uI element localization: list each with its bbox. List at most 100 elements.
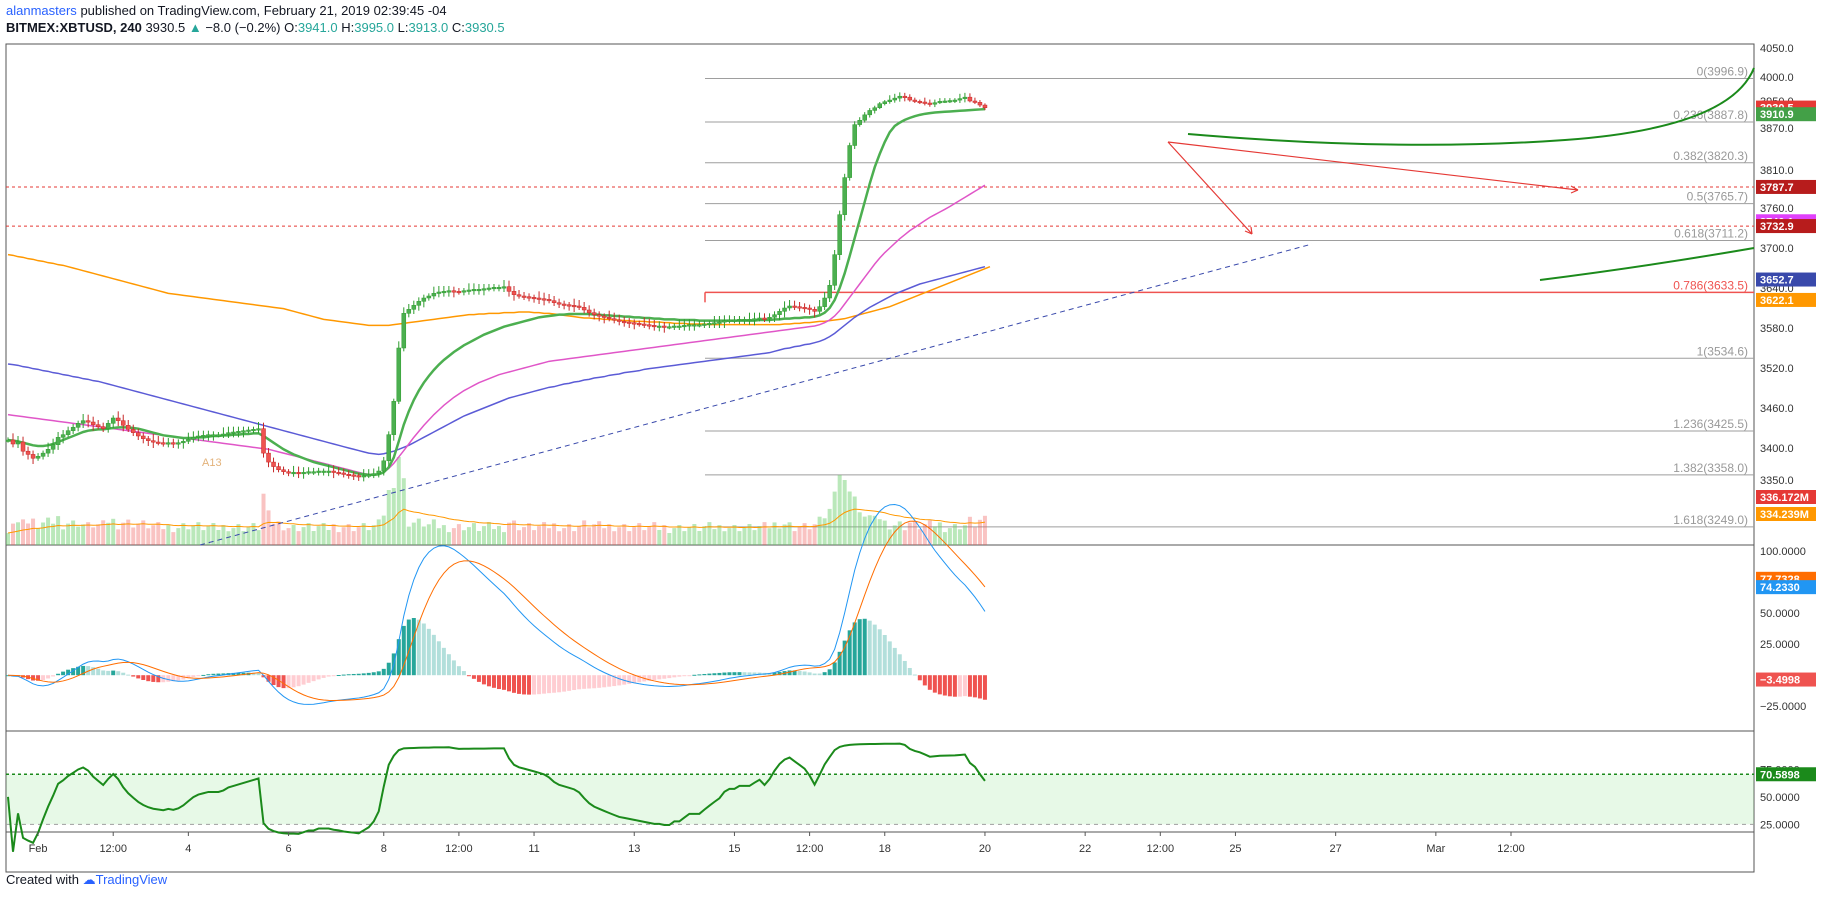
candle-down: [972, 100, 978, 103]
price-tick-label: 3580.0: [1760, 323, 1794, 335]
time-axis[interactable]: Feb 12:00 4 6 8 12:00 11 13 15 12:00 18 20 22 12:00 25…: [29, 832, 1525, 855]
macd-histogram-bar: [587, 675, 592, 689]
candle-down: [576, 305, 582, 308]
macd-histogram-bar: [386, 662, 391, 676]
candle-up: [35, 456, 41, 459]
macd-histogram-bar: [722, 672, 727, 676]
macd-histogram-bar: [937, 675, 942, 695]
candle-down: [586, 309, 592, 313]
price-axis[interactable]: 3350.03400.03460.03520.03580.03640.03700…: [1760, 43, 1806, 831]
macd-hist-tag-bg: [1756, 672, 1816, 687]
volume-bar: [436, 528, 441, 545]
candle-up: [70, 427, 76, 431]
fibonacci-retracement[interactable]: 0(3996.9) 0.236(3887.8) 0.382(3820.3) 0.5(3…: [704, 64, 1754, 528]
macd-histogram-bar: [712, 673, 717, 676]
candle-up: [692, 324, 697, 327]
drawings[interactable]: [199, 67, 1755, 546]
candle-down: [616, 319, 622, 322]
macd-histogram-bar: [481, 675, 486, 685]
volume-bar: [812, 524, 817, 545]
candle-down: [596, 314, 602, 317]
volume-bar: [166, 525, 171, 545]
volume-tag-bg: [1756, 507, 1816, 521]
candle-up: [110, 417, 116, 424]
macd-tick-label: 25.0000: [1760, 639, 1800, 651]
horizontal-levels[interactable]: [6, 186, 1754, 227]
volume-bar: [567, 524, 572, 545]
candles: [5, 92, 988, 482]
macd-histogram-bar: [141, 675, 146, 680]
volume-bar: [351, 531, 356, 545]
macd-histogram-bar: [381, 668, 386, 676]
author-link[interactable]: alanmasters: [6, 3, 77, 18]
rsi-tick-label: 25.0000: [1760, 819, 1800, 831]
volume-bar: [311, 531, 316, 545]
volume-bar: [106, 522, 111, 545]
volume-bar: [6, 533, 10, 545]
macd-histogram-bar: [857, 619, 862, 676]
volume-bar: [376, 519, 381, 545]
volume-bar: [927, 520, 932, 545]
macd-tick-label: 50.0000: [1760, 608, 1800, 620]
candle-down: [10, 439, 16, 445]
candle-up: [486, 287, 492, 290]
volume-bar: [371, 525, 376, 545]
macd-histogram-bar: [471, 675, 476, 679]
candle-up: [196, 435, 201, 438]
rsi-tick-label: 50.0000: [1760, 792, 1800, 804]
macd-indicator: [6, 504, 987, 705]
macd-histogram-bar: [947, 675, 952, 697]
candle-up: [887, 99, 893, 102]
time-tick-label: 12:00: [1147, 843, 1175, 855]
volume-bar: [306, 523, 311, 545]
volume-bar: [652, 522, 657, 545]
candle-down: [812, 309, 817, 312]
macd-histogram-bar: [331, 675, 336, 677]
volume-bar: [346, 524, 351, 545]
macd-histogram-bar: [371, 672, 376, 676]
price-tag-bg: [1756, 272, 1816, 287]
volume-bar: [301, 527, 306, 545]
candle-up: [857, 119, 862, 125]
macd-histogram-bar: [882, 635, 887, 676]
volume-bar: [31, 518, 36, 545]
macd-histogram-bar: [291, 675, 296, 688]
macd-histogram-bar: [742, 672, 747, 676]
volume-bar: [782, 524, 787, 545]
macd-histogram-bar: [957, 675, 962, 697]
volume-tag: 336.172M: [1760, 492, 1809, 504]
symbol-label[interactable]: BITMEX:XBTUSD, 240: [6, 20, 142, 35]
candle-up: [186, 439, 191, 442]
volume-bar: [81, 524, 86, 545]
candle-up: [952, 99, 958, 102]
fib-level-label: 0.236(3887.8): [1673, 108, 1748, 122]
volume-bar: [897, 521, 902, 545]
candle-up: [436, 291, 442, 294]
candle-down: [341, 472, 346, 475]
candle-up: [55, 437, 61, 445]
candle-up: [476, 289, 482, 292]
candle-up: [371, 473, 376, 476]
macd-histogram-bar: [491, 675, 496, 688]
macd-histogram-bar: [311, 675, 316, 682]
macd-histogram-bar: [607, 675, 612, 687]
tradingview-brand[interactable]: TradingView: [95, 872, 168, 887]
macd-histogram-bar: [56, 673, 61, 676]
candle-up: [105, 423, 111, 429]
tradingview-logo-icon[interactable]: ☁: [82, 872, 96, 887]
rsi-band: [6, 773, 1754, 825]
volume-bar: [151, 525, 156, 545]
candle-up: [361, 475, 366, 478]
candle-up: [246, 429, 251, 432]
candle-down: [967, 96, 973, 102]
price-tick-label: 4000.0: [1760, 72, 1794, 84]
volume-bar: [707, 522, 712, 545]
volume-bar: [336, 532, 341, 545]
macd-histogram-bar: [717, 672, 722, 676]
change-arrow-icon: ▲: [188, 20, 202, 35]
macd-histogram-bar: [572, 675, 577, 691]
candle-up: [391, 401, 397, 435]
moving-averages: [7, 107, 991, 477]
macd-histogram-bar: [201, 674, 206, 676]
